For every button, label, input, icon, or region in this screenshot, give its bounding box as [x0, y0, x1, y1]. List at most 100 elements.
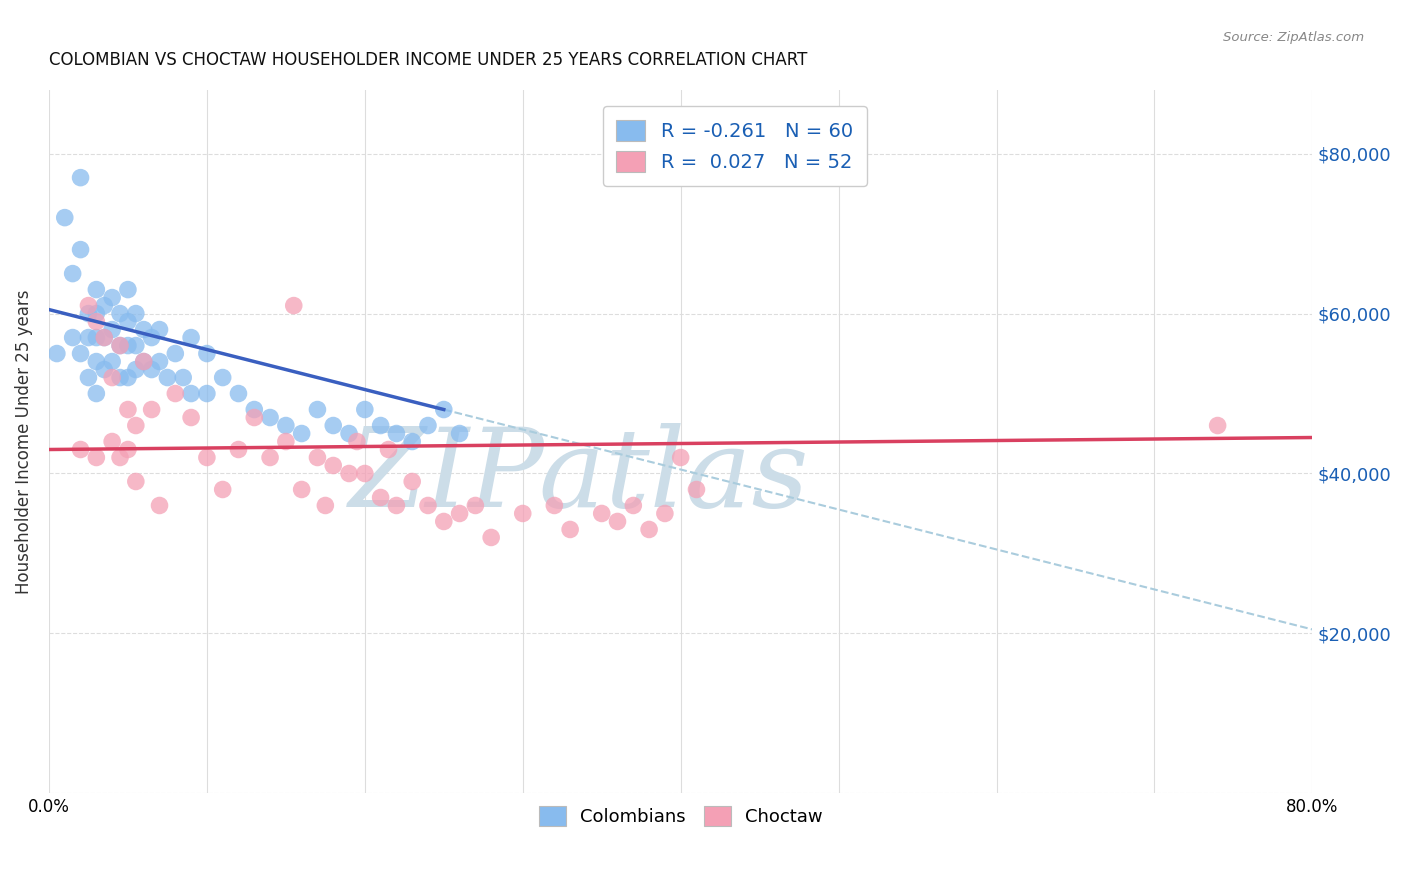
Point — [86, 307, 108, 321]
Point — [433, 515, 456, 529]
Point — [669, 450, 692, 465]
Point — [117, 283, 139, 297]
Point — [165, 386, 187, 401]
Point — [93, 330, 115, 344]
Y-axis label: Householder Income Under 25 years: Householder Income Under 25 years — [15, 289, 32, 594]
Point — [117, 315, 139, 329]
Point — [156, 370, 179, 384]
Text: COLOMBIAN VS CHOCTAW HOUSEHOLDER INCOME UNDER 25 YEARS CORRELATION CHART: COLOMBIAN VS CHOCTAW HOUSEHOLDER INCOME … — [49, 51, 807, 69]
Point — [141, 330, 163, 344]
Point — [117, 442, 139, 457]
Point — [195, 346, 218, 360]
Point — [370, 491, 392, 505]
Point — [416, 499, 439, 513]
Point — [621, 499, 644, 513]
Point — [77, 307, 100, 321]
Point — [69, 170, 91, 185]
Point — [69, 346, 91, 360]
Point — [543, 499, 565, 513]
Point — [180, 330, 202, 344]
Point — [93, 330, 115, 344]
Point — [108, 338, 131, 352]
Point — [125, 338, 148, 352]
Point — [401, 434, 423, 449]
Point — [558, 523, 581, 537]
Point — [654, 507, 676, 521]
Point — [108, 450, 131, 465]
Point — [125, 475, 148, 489]
Point — [353, 467, 375, 481]
Point — [117, 370, 139, 384]
Point — [86, 354, 108, 368]
Point — [86, 283, 108, 297]
Point — [172, 370, 194, 384]
Point — [132, 354, 155, 368]
Point — [148, 322, 170, 336]
Point — [93, 299, 115, 313]
Point — [77, 299, 100, 313]
Point — [479, 531, 502, 545]
Point — [307, 450, 329, 465]
Point — [148, 354, 170, 368]
Point — [117, 402, 139, 417]
Point — [464, 499, 486, 513]
Point — [141, 362, 163, 376]
Point — [449, 426, 471, 441]
Point — [86, 450, 108, 465]
Point — [685, 483, 707, 497]
Point — [591, 507, 613, 521]
Point — [211, 370, 233, 384]
Point — [108, 370, 131, 384]
Point — [291, 426, 314, 441]
Point — [322, 458, 344, 473]
Point — [132, 354, 155, 368]
Point — [165, 346, 187, 360]
Point — [228, 386, 250, 401]
Point — [353, 402, 375, 417]
Point — [62, 330, 84, 344]
Point — [274, 418, 297, 433]
Point — [401, 475, 423, 489]
Point — [195, 386, 218, 401]
Point — [93, 362, 115, 376]
Point — [117, 338, 139, 352]
Point — [125, 418, 148, 433]
Point — [125, 307, 148, 321]
Point — [259, 410, 281, 425]
Point — [69, 442, 91, 457]
Point — [283, 299, 305, 313]
Point — [101, 434, 124, 449]
Point — [77, 330, 100, 344]
Point — [125, 362, 148, 376]
Point — [449, 507, 471, 521]
Legend: Colombians, Choctaw: Colombians, Choctaw — [531, 799, 830, 834]
Point — [337, 426, 360, 441]
Text: Source: ZipAtlas.com: Source: ZipAtlas.com — [1223, 31, 1364, 45]
Point — [101, 370, 124, 384]
Point — [243, 402, 266, 417]
Point — [322, 418, 344, 433]
Point — [416, 418, 439, 433]
Point — [638, 523, 661, 537]
Point — [101, 322, 124, 336]
Point — [606, 515, 628, 529]
Point — [337, 467, 360, 481]
Point — [77, 370, 100, 384]
Point — [385, 426, 408, 441]
Point — [86, 330, 108, 344]
Point — [45, 346, 67, 360]
Point — [101, 291, 124, 305]
Point — [108, 307, 131, 321]
Point — [307, 402, 329, 417]
Point — [69, 243, 91, 257]
Point — [62, 267, 84, 281]
Point — [274, 434, 297, 449]
Point — [132, 322, 155, 336]
Point — [228, 442, 250, 457]
Point — [195, 450, 218, 465]
Point — [211, 483, 233, 497]
Point — [291, 483, 314, 497]
Point — [243, 410, 266, 425]
Point — [148, 499, 170, 513]
Point — [377, 442, 399, 457]
